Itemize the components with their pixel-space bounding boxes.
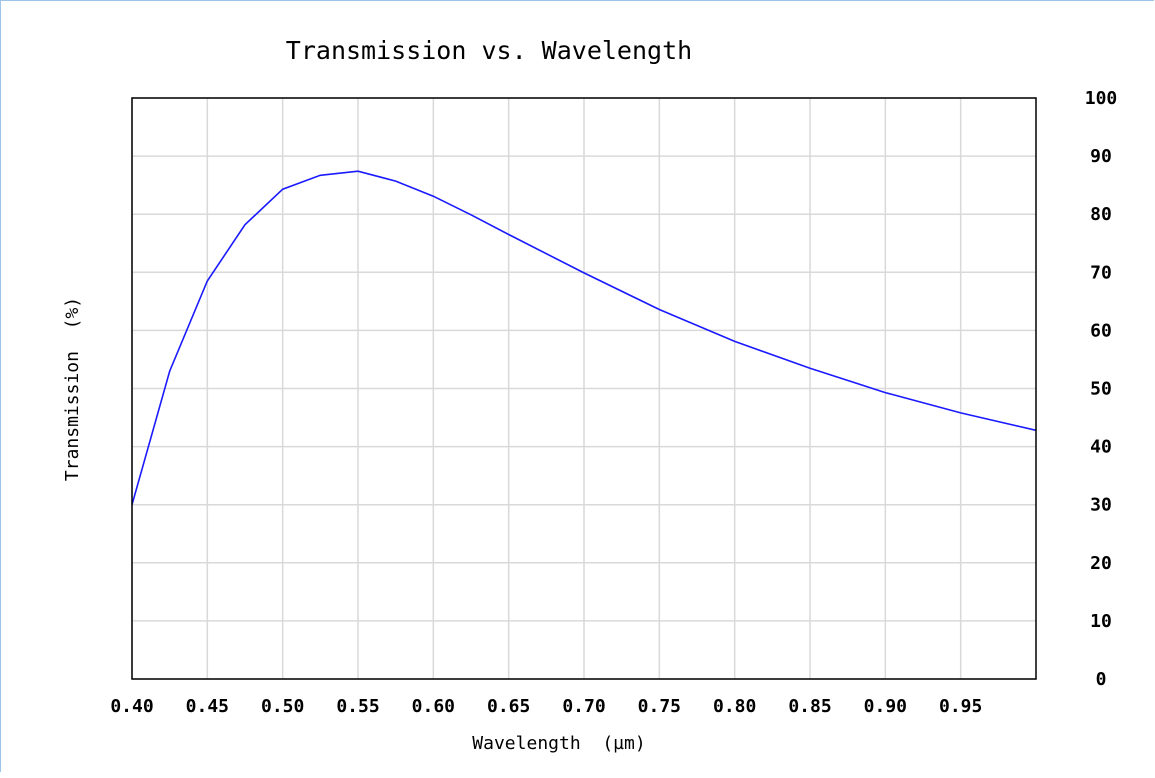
x-tick-labels: 0.40 0.45 0.50 0.55 0.60 0.65 0.70 0.75 0.80 0.85… — [110, 696, 982, 717]
grid — [131, 97, 1036, 680]
x-tick-label: 0.75 — [638, 696, 681, 717]
x-tick-label: 0.45 — [186, 696, 229, 717]
y-tick-labels: 0 10 20 30 40 50 60 70 80 90 100 — [1085, 88, 1118, 690]
x-tick-label: 0.50 — [261, 696, 304, 717]
x-tick-label: 0.40 — [110, 696, 153, 717]
series-line-transmission — [131, 170, 1037, 505]
y-tick-label: 40 — [1090, 437, 1112, 458]
x-tick-label: 0.90 — [864, 696, 907, 717]
x-tick-label: 0.65 — [487, 696, 530, 717]
y-tick-label: 50 — [1090, 379, 1112, 400]
y-axis-label: Transmission (%) — [62, 297, 83, 481]
x-tick-label: 0.80 — [713, 696, 756, 717]
y-tick-label: 70 — [1090, 262, 1112, 283]
y-tick-label: 100 — [1085, 88, 1118, 109]
y-tick-label: 30 — [1090, 495, 1112, 516]
y-tick-label: 60 — [1090, 320, 1112, 341]
y-tick-label: 0 — [1096, 669, 1107, 690]
x-tick-label: 0.70 — [562, 696, 605, 717]
x-tick-label: 0.60 — [412, 696, 455, 717]
x-tick-label: 0.95 — [939, 696, 982, 717]
x-axis-label: Wavelength (µm) — [472, 733, 645, 754]
x-tick-label: 0.85 — [788, 696, 831, 717]
y-tick-label: 90 — [1090, 146, 1112, 167]
y-tick-label: 10 — [1090, 611, 1112, 632]
plot-border — [131, 97, 1037, 680]
series-group — [131, 170, 1037, 505]
y-tick-label: 20 — [1090, 553, 1112, 574]
y-tick-label: 80 — [1090, 204, 1112, 225]
chart-title: Transmission vs. Wavelength — [286, 36, 692, 65]
x-tick-label: 0.55 — [336, 696, 379, 717]
